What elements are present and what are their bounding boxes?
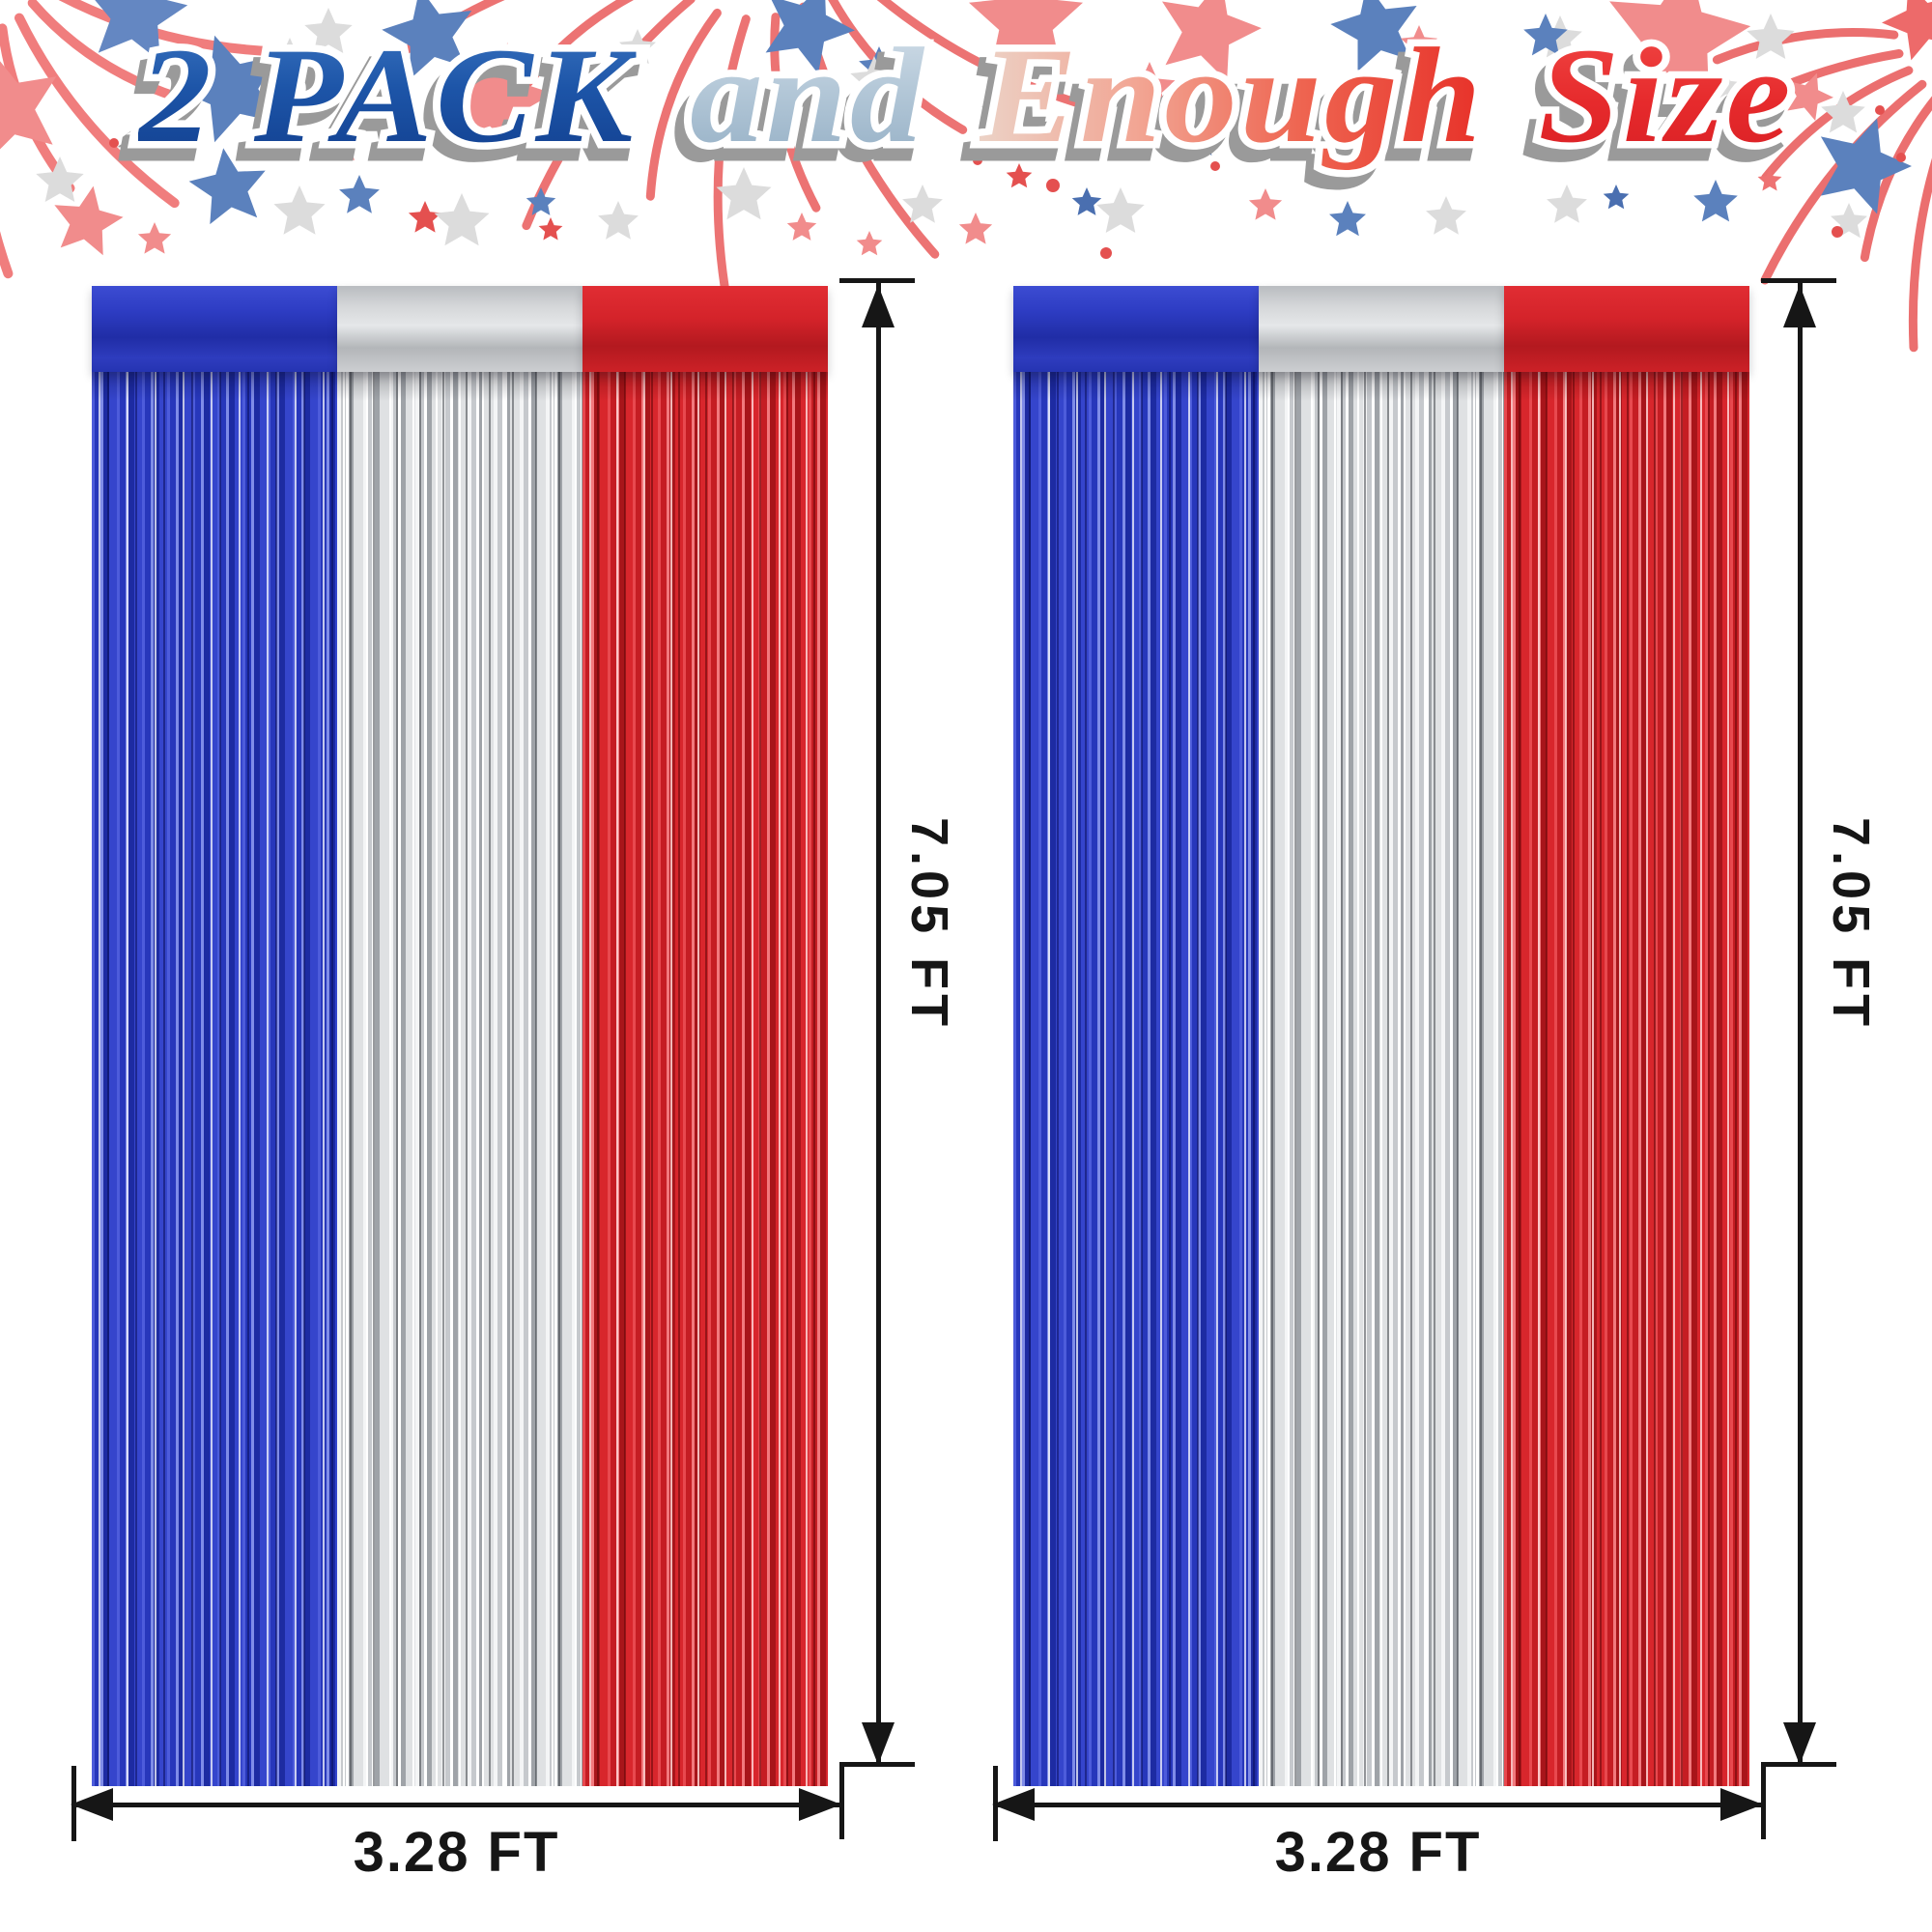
curtain-fringe-red: [1504, 372, 1749, 1786]
arrow-down-icon: [1783, 1722, 1816, 1765]
banner-word-2-pack: 2 PACK2 PACK2 PACK: [122, 14, 641, 191]
banner-word-size: SizeSizeSize: [1521, 14, 1799, 191]
curtain-top-band-red: [582, 286, 828, 372]
height-dim-top-tick: [1761, 278, 1836, 283]
height-dim-bottom-tick: [1761, 1762, 1836, 1767]
curtain-fringe-silver: [1259, 372, 1504, 1786]
curtain-top-band-blue: [92, 286, 337, 372]
arrow-right-icon: [1720, 1788, 1763, 1821]
curtain-fringe-blue: [92, 372, 337, 1786]
curtain-top-band-silver: [337, 286, 582, 372]
height-dim-top-tick: [839, 278, 915, 283]
height-dim-bottom-tick: [839, 1762, 915, 1767]
arrow-down-icon: [862, 1722, 895, 1765]
curtain-top-band-silver: [1259, 286, 1504, 372]
curtain-fringe-red: [582, 372, 828, 1786]
product-panel-left: 7.05 FT 3.28 FT: [71, 278, 958, 1884]
height-dimension-label: 7.05 FT: [900, 817, 958, 1032]
height-dim-line: [876, 282, 881, 1765]
product-panel-right: 7.05 FT 3.28 FT: [992, 278, 1880, 1884]
curtain-stripe-silver: [337, 286, 582, 1786]
curtain-stripe-blue: [1013, 286, 1259, 1786]
arrow-up-icon: [1783, 285, 1816, 327]
curtain-fringe-silver: [337, 372, 582, 1786]
width-dim-line: [993, 1803, 1763, 1807]
width-dim-left-tick: [993, 1766, 998, 1841]
curtain-stripe-silver: [1259, 286, 1504, 1786]
curtain-top-band-blue: [1013, 286, 1259, 372]
curtain-stripe-blue: [92, 286, 337, 1786]
curtain-fringe-blue: [1013, 372, 1259, 1786]
banner-word-and: andandand: [673, 14, 931, 191]
curtain-stripe-red: [1504, 286, 1749, 1786]
foil-fringe-curtain: [92, 286, 828, 1786]
height-dimension-label: 7.05 FT: [1822, 817, 1880, 1032]
width-dim-left-tick: [71, 1766, 76, 1841]
promo-banner: 2 PACK2 PACK2 PACKandandandEnoughEnoughE…: [0, 0, 1932, 415]
banner-word-enough: EnoughEnoughEnough: [963, 14, 1490, 191]
width-dim-right-tick: [839, 1762, 844, 1839]
width-dimension-label: 3.28 FT: [353, 1821, 560, 1884]
banner-title: 2 PACK2 PACK2 PACKandandandEnoughEnoughE…: [0, 14, 1932, 191]
arrow-up-icon: [862, 285, 895, 327]
arrow-left-icon: [992, 1788, 1035, 1821]
width-dim-right-tick: [1761, 1762, 1766, 1839]
width-dimension-label: 3.28 FT: [1274, 1821, 1482, 1884]
curtain-stripe-red: [582, 286, 828, 1786]
curtain-top-band-red: [1504, 286, 1749, 372]
width-dim-line: [71, 1803, 841, 1807]
foil-fringe-curtain: [1013, 286, 1749, 1786]
arrow-right-icon: [799, 1788, 841, 1821]
stars-fireworks-decoration: [0, 0, 1932, 353]
height-dim-line: [1798, 282, 1803, 1765]
arrow-left-icon: [71, 1788, 113, 1821]
